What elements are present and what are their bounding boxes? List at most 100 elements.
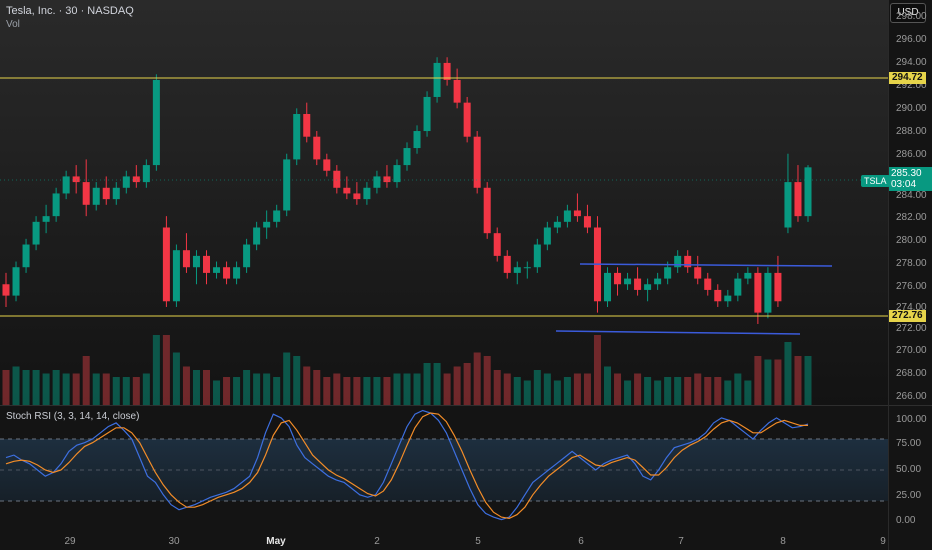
volume-bar	[72, 373, 80, 405]
volume-bar	[253, 373, 261, 405]
price-tick: 282.00	[896, 212, 927, 223]
volume-bar	[724, 380, 732, 405]
candle	[253, 227, 261, 245]
volume-bar	[654, 380, 662, 405]
volume-bars	[2, 335, 812, 405]
volume-bar	[172, 352, 180, 405]
volume-bar	[694, 373, 702, 405]
candle	[664, 267, 672, 279]
candle	[654, 278, 662, 285]
candle	[704, 278, 712, 290]
volume-bar	[363, 377, 371, 405]
candle	[684, 255, 692, 268]
candle	[764, 272, 772, 313]
volume-bar	[263, 373, 271, 405]
candle	[493, 233, 501, 256]
candle	[12, 267, 20, 296]
candle	[333, 170, 341, 188]
volume-bar	[714, 377, 722, 405]
main-pane	[0, 0, 888, 405]
price-tick: 270.00	[896, 345, 927, 356]
volume-bar	[433, 363, 441, 405]
volume-bar	[202, 370, 211, 405]
volume-bar	[423, 363, 431, 405]
volume-bar	[142, 373, 150, 405]
candle	[363, 187, 371, 200]
volume-bar	[744, 380, 752, 405]
volume-bar	[764, 359, 772, 405]
candle	[142, 165, 150, 183]
volume-bar	[684, 377, 692, 405]
volume-bar	[674, 377, 682, 405]
candle	[443, 62, 451, 80]
candle	[423, 96, 431, 132]
candle	[614, 272, 622, 285]
candle	[543, 227, 551, 245]
volume-bar	[614, 373, 622, 405]
volume-bar	[734, 373, 742, 405]
time-tick: 5	[475, 536, 481, 547]
volume-bar	[393, 373, 401, 405]
candle	[283, 159, 291, 211]
candle	[573, 210, 581, 217]
candle	[62, 176, 70, 194]
candle	[323, 159, 331, 171]
candle	[22, 244, 30, 268]
candle	[513, 267, 521, 273]
price-tick: 294.00	[896, 57, 927, 68]
volume-bar	[122, 377, 130, 405]
volume-bar	[644, 377, 652, 405]
candle	[694, 267, 702, 279]
volume-bar	[102, 373, 110, 405]
volume-bar	[603, 366, 612, 405]
volume-bar	[353, 377, 361, 405]
volume-bar	[413, 373, 421, 405]
volume-bar	[152, 335, 160, 405]
candle	[112, 187, 120, 200]
volume-bar	[804, 356, 812, 405]
time-tick: 2	[374, 536, 380, 547]
channel-bottom[interactable]	[555, 330, 801, 335]
candle	[213, 267, 221, 273]
time-tick: 9	[880, 536, 886, 547]
currency-button[interactable]: USD	[890, 3, 926, 23]
volume-bar	[223, 377, 231, 405]
price-tick: 272.00	[896, 323, 927, 334]
symbol-tag: TSLA	[861, 175, 890, 187]
candle	[313, 136, 321, 160]
volume-bar	[513, 377, 521, 405]
candle	[523, 267, 531, 269]
volume-bar	[333, 373, 341, 405]
drawings	[0, 77, 888, 502]
candle	[223, 267, 231, 279]
volume-bar	[704, 377, 712, 405]
candle	[393, 165, 401, 183]
candle	[192, 255, 200, 268]
volume-bar	[303, 366, 311, 405]
volume-bar	[463, 363, 471, 405]
indicator-title: Stoch RSI (3, 3, 14, 14, close)	[6, 411, 140, 422]
volume-bar	[22, 370, 30, 405]
price-tick: 292.00	[896, 80, 927, 91]
symbol-title: Tesla, Inc. · 30 · NASDAQ	[6, 5, 134, 17]
volume-label: Vol	[6, 19, 20, 30]
volume-bar	[523, 380, 531, 405]
stoch-tick: 0.00	[896, 515, 916, 526]
volume-bar	[52, 370, 60, 405]
candle	[172, 250, 180, 302]
volume-bar	[473, 352, 481, 405]
volume-bar	[62, 373, 70, 405]
volume-bar	[2, 370, 10, 405]
last-price-value: 285.30	[891, 168, 922, 179]
volume-bar	[543, 373, 551, 405]
candle	[714, 289, 722, 302]
candle	[634, 278, 642, 290]
candle	[273, 210, 281, 222]
candle	[473, 136, 481, 188]
candle	[353, 193, 361, 200]
candle	[243, 244, 251, 268]
candle	[82, 182, 90, 205]
candle	[413, 131, 421, 149]
channel-top[interactable]	[579, 263, 833, 267]
